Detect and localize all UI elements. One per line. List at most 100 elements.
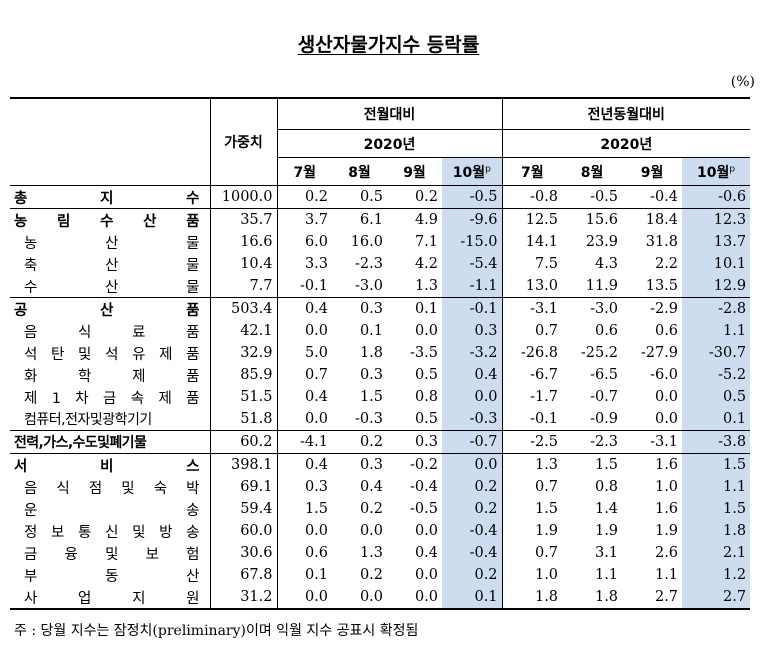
mom-cell: 0.0	[414, 567, 438, 583]
yoy-cell: 1.5	[534, 501, 559, 517]
yoy-cell: 1.1	[682, 320, 751, 342]
mom-cell: -3.5	[410, 345, 438, 361]
yoy-cell: 1.2	[682, 564, 751, 586]
mom-cell: -1.1	[442, 275, 503, 298]
yoy-cell: 1.9	[594, 523, 619, 539]
mom-cell: -4.1	[300, 434, 328, 450]
mom-cell: 0.0	[304, 589, 328, 605]
mom-cell: 0.0	[414, 323, 438, 339]
corner-cell	[10, 98, 211, 186]
row-label: 서 비 스	[10, 453, 211, 476]
yoy-cell: -2.9	[650, 301, 679, 317]
yoy-cell: -0.6	[682, 185, 751, 209]
weight-cell: 10.4	[210, 253, 278, 275]
mom-cell: 0.0	[304, 523, 328, 539]
mom-cell: -5.4	[442, 253, 503, 275]
weight-cell: 85.9	[210, 364, 278, 386]
yoy-cell: 12.3	[682, 208, 751, 231]
mom-cell: -0.4	[410, 479, 438, 495]
mom-month-9: 9월	[387, 157, 442, 186]
row-label: 사 업 지 원	[10, 586, 211, 609]
mom-cell: 0.0	[414, 589, 438, 605]
weight-cell: 30.6	[210, 542, 278, 564]
yoy-cell: 1.9	[654, 523, 679, 539]
row-label: 금 융 및 보 험	[10, 542, 211, 564]
unit-label: (%)	[730, 74, 755, 90]
yoy-cell: 0.1	[682, 408, 751, 431]
weight-cell: 31.2	[210, 586, 278, 609]
yoy-cell: 1.6	[654, 457, 679, 473]
yoy-cell: 1.0	[654, 479, 679, 495]
mom-cell: 6.0	[304, 234, 328, 250]
yoy-cell: 2.2	[654, 256, 679, 272]
row-label: 수 산 물	[10, 275, 211, 298]
mom-cell: 0.3	[359, 457, 383, 473]
yoy-cell: 1.3	[534, 457, 559, 473]
table-row: 음 식 료 품 42.1 0.0 0.1 0.0 0.3 0.7 0.6 0.6 1.1	[10, 320, 751, 342]
mom-cell: 0.6	[304, 545, 328, 561]
yoy-month-8: 8월	[562, 157, 623, 186]
row-label: 화 학 제 품	[10, 364, 211, 386]
yoy-cell: 18.4	[645, 212, 679, 228]
table-row: 운 송 59.4 1.5 0.2 -0.5 0.2 1.5 1.4 1.6 1.5	[10, 498, 751, 520]
mom-cell: 1.5	[359, 389, 383, 405]
weight-cell: 32.9	[210, 342, 278, 364]
mom-cell: 0.0	[304, 323, 328, 339]
yoy-cell: 23.9	[585, 234, 619, 250]
mom-cell: -2.3	[355, 256, 383, 272]
yoy-cell: -26.8	[520, 345, 559, 361]
mom-cell: -0.7	[442, 430, 503, 454]
yoy-cell: 12.5	[525, 212, 559, 228]
row-label: 정 보 통 신 및 방 송	[10, 520, 211, 542]
yoy-cell: 15.6	[585, 212, 619, 228]
mom-month-10: 10월p	[442, 157, 503, 186]
yoy-cell: 1.8	[682, 520, 751, 542]
row-label: 축 산 물	[10, 253, 211, 275]
row-label: 운 송	[10, 498, 211, 520]
mom-cell: 6.1	[359, 212, 383, 228]
mom-cell: 0.5	[414, 367, 438, 383]
mom-cell: 5.0	[304, 345, 328, 361]
yoy-cell: -6.7	[530, 367, 559, 383]
mom-cell: 0.4	[442, 364, 503, 386]
yoy-cell: -0.7	[590, 389, 619, 405]
mom-cell: 0.2	[442, 564, 503, 586]
mom-cell: -0.3	[355, 411, 383, 427]
yoy-cell: 0.7	[534, 479, 559, 495]
mom-cell: 0.4	[304, 389, 328, 405]
mom-cell: -0.4	[442, 520, 503, 542]
yoy-cell: 10.1	[682, 253, 751, 275]
yoy-cell: 0.7	[534, 545, 559, 561]
mom-cell: 1.3	[414, 278, 438, 294]
yoy-cell: 1.4	[594, 501, 619, 517]
mom-cell: -0.2	[410, 457, 438, 473]
yoy-cell: -27.9	[640, 345, 679, 361]
mom-cell: 0.0	[304, 411, 328, 427]
table-row: 부 동 산 67.8 0.1 0.2 0.0 0.2 1.0 1.1 1.1 1.2	[10, 564, 751, 586]
yoy-cell: 12.9	[682, 275, 751, 298]
row-label: 컴퓨터,전자및광학기기	[10, 408, 211, 431]
mom-month-8: 8월	[332, 157, 387, 186]
yoy-cell: -3.1	[530, 301, 559, 317]
mom-cell: 1.3	[359, 545, 383, 561]
weight-cell: 59.4	[210, 498, 278, 520]
yoy-cell: 0.0	[654, 411, 679, 427]
yoy-cell: 13.7	[682, 231, 751, 253]
mom-cell: 0.0	[359, 589, 383, 605]
yoy-cell: 1.5	[594, 457, 619, 473]
mom-cell: 0.3	[359, 367, 383, 383]
mom-cell: 0.2	[359, 501, 383, 517]
weight-cell: 51.5	[210, 386, 278, 408]
footnote: 주 : 당월 지수는 잠정치(preliminary)이며 익월 지수 공표시 …	[14, 623, 419, 639]
mom-cell: 0.0	[414, 523, 438, 539]
yoy-cell: -0.8	[530, 189, 559, 205]
mom-cell: -0.5	[442, 185, 503, 209]
mom-cell: 0.2	[359, 567, 383, 583]
table-row: 총 지 수 1000.0 0.2 0.5 0.2 -0.5 -0.8 -0.5 -0.4 -0.6	[10, 185, 751, 209]
yoy-cell: 1.0	[534, 567, 559, 583]
mom-month-7: 7월	[277, 157, 332, 186]
row-label: 제 1 차 금 속 제 품	[10, 386, 211, 408]
weight-cell: 51.8	[210, 408, 278, 431]
yoy-cell: -2.5	[530, 434, 559, 450]
yoy-cell: 0.6	[654, 323, 679, 339]
